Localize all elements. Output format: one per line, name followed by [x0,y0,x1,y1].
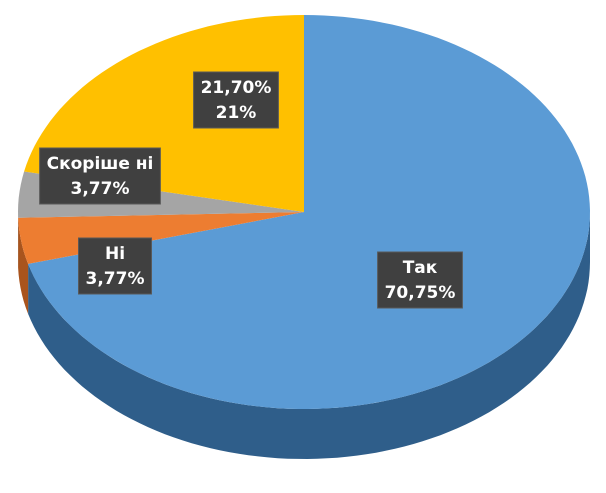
slice-side [28,212,591,459]
slice-side [18,217,29,314]
label-text: 3,77% [71,179,130,199]
label-box [39,147,161,205]
label-box [193,71,279,129]
label-box [78,237,152,295]
data-label: Так 70,75% [377,251,463,309]
label-text: Так [403,258,438,278]
label-text: Ні [105,244,125,264]
label-box [377,251,463,309]
label-text: 21,70% [201,78,272,98]
label-text: 70,75% [385,283,456,303]
label-text: Скоріше ні [47,154,154,174]
data-label: Скоріше ні 3,77% [39,147,161,205]
data-label: 21,70% 21% [193,71,279,129]
data-label: Ні 3,77% [78,237,152,295]
slice [28,15,591,409]
label-text: 3,77% [86,269,145,289]
label-text: 21% [216,103,257,123]
